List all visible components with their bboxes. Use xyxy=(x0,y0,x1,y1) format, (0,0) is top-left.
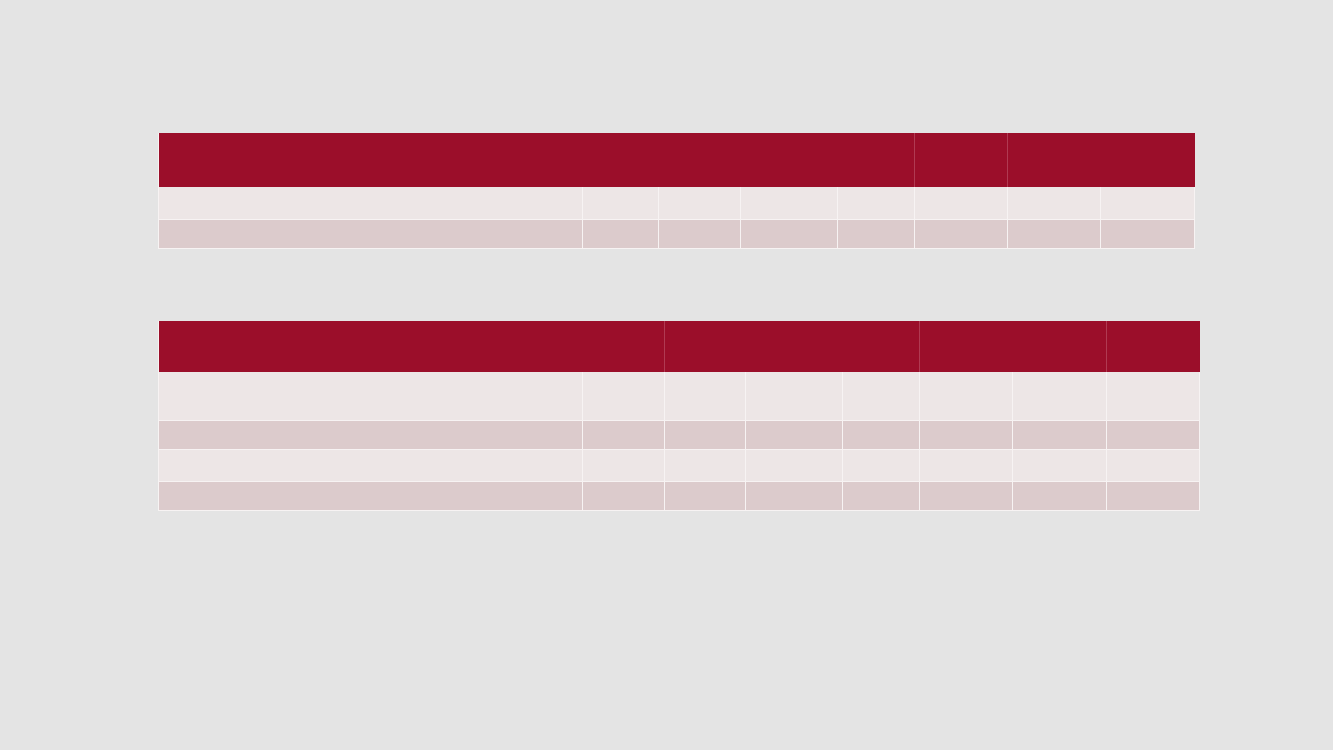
header-cell xyxy=(915,133,1008,187)
cell xyxy=(659,220,741,249)
cell xyxy=(1107,450,1200,482)
cell xyxy=(920,372,1013,421)
cell xyxy=(741,187,838,220)
cell xyxy=(1013,421,1107,450)
cell xyxy=(1013,372,1107,421)
header-cell xyxy=(665,321,920,372)
cell xyxy=(1101,220,1195,249)
cell xyxy=(1107,482,1200,511)
cell xyxy=(665,450,746,482)
cell xyxy=(746,372,843,421)
cell xyxy=(1107,372,1200,421)
cell xyxy=(920,450,1013,482)
cell xyxy=(159,187,583,220)
cell xyxy=(1008,220,1101,249)
cell xyxy=(1013,450,1107,482)
header-cell xyxy=(159,321,665,372)
cell xyxy=(583,220,659,249)
cell xyxy=(746,482,843,511)
cell xyxy=(746,421,843,450)
cell xyxy=(741,220,838,249)
cell xyxy=(659,187,741,220)
cell xyxy=(1008,187,1101,220)
cell xyxy=(583,482,665,511)
cell xyxy=(159,482,583,511)
cell xyxy=(665,372,746,421)
cell xyxy=(920,421,1013,450)
table xyxy=(158,133,1195,249)
cell xyxy=(159,220,583,249)
cell xyxy=(159,372,583,421)
cell xyxy=(583,187,659,220)
cell xyxy=(838,220,915,249)
cell xyxy=(665,482,746,511)
cell xyxy=(583,372,665,421)
cell xyxy=(843,372,920,421)
cell xyxy=(746,450,843,482)
cell xyxy=(838,187,915,220)
cell xyxy=(915,220,1008,249)
cell xyxy=(843,450,920,482)
cell xyxy=(159,421,583,450)
cell xyxy=(915,187,1008,220)
cell xyxy=(665,421,746,450)
cell xyxy=(583,450,665,482)
header-cell xyxy=(1008,133,1195,187)
header-cell xyxy=(1107,321,1200,372)
cell xyxy=(843,421,920,450)
cell xyxy=(583,421,665,450)
cell xyxy=(843,482,920,511)
cell xyxy=(1107,421,1200,450)
table xyxy=(158,321,1200,511)
header-cell xyxy=(920,321,1107,372)
cell xyxy=(159,450,583,482)
cell xyxy=(1101,187,1195,220)
cell xyxy=(1013,482,1107,511)
cell xyxy=(920,482,1013,511)
header-cell xyxy=(159,133,915,187)
